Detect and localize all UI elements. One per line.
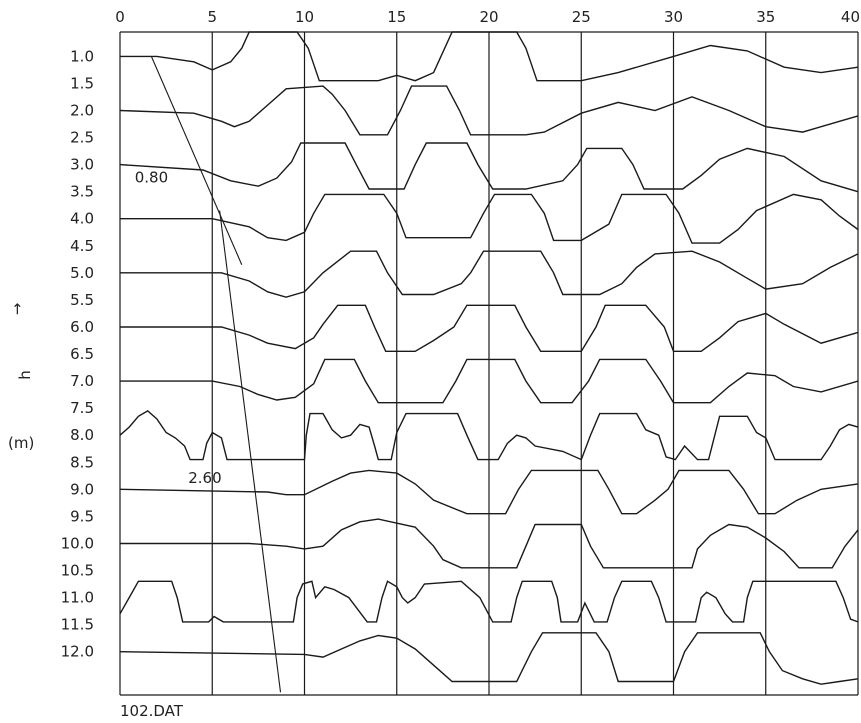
y-tick-label-1.0: 1.0	[70, 47, 94, 65]
x-tick-label-30: 30	[664, 8, 683, 26]
y-tick-label-3.5: 3.5	[70, 183, 94, 201]
footer-label: 102.DAT	[120, 702, 184, 720]
trace-4-0	[120, 193, 859, 244]
reference-line-1	[150, 56, 243, 265]
y-tick-label-3.0: 3.0	[70, 156, 94, 174]
y-tick-label-7.0: 7.0	[70, 372, 94, 390]
reference-line-2	[219, 210, 282, 693]
x-tick-label-5: 5	[207, 8, 217, 26]
y-tick-label-6.0: 6.0	[70, 318, 94, 336]
annotation-1: 0.80	[135, 169, 168, 187]
trace-1-0	[120, 31, 859, 82]
y-tick-labels: 1.0 1.5 2.0 2.5 3.0 3.5 4.0 4.5 5.0 5.5 6.0 6.5 7.0 7…	[61, 47, 94, 660]
x-tick-label-35: 35	[756, 8, 775, 26]
y-tick-label-12.0: 12.0	[61, 643, 94, 661]
y-axis-arrow-icon: →	[8, 303, 26, 316]
y-axis-unit: (m)	[8, 434, 34, 452]
grid-layer	[119, 31, 859, 696]
y-tick-label-9.5: 9.5	[70, 507, 94, 525]
x-tick-label-20: 20	[479, 8, 498, 26]
trace-12-0	[119, 632, 859, 685]
y-tick-label-6.5: 6.5	[70, 345, 94, 363]
trace-5-0	[120, 250, 859, 298]
x-tick-labels: 0 5 10 15 20 25 30 35 40	[115, 8, 860, 26]
trace-8-0	[119, 410, 859, 461]
x-tick-label-10: 10	[295, 8, 314, 26]
trace-10-0	[120, 518, 859, 569]
y-tick-label-9.0: 9.0	[70, 480, 94, 498]
y-tick-label-1.5: 1.5	[70, 74, 94, 92]
x-tick-label-15: 15	[387, 8, 406, 26]
x-tick-label-0: 0	[115, 8, 125, 26]
trace-9-0	[119, 469, 859, 515]
y-tick-label-4.0: 4.0	[70, 210, 94, 228]
trace-6-0	[120, 304, 859, 352]
trace-7-0	[120, 358, 859, 404]
y-tick-label-11.5: 11.5	[61, 616, 94, 634]
y-tick-label-2.0: 2.0	[70, 101, 94, 119]
annotation-2: 2.60	[188, 469, 221, 487]
trace-2-0	[119, 85, 859, 136]
y-tick-label-10.5: 10.5	[61, 562, 94, 580]
y-axis-symbol: → h (m)	[8, 303, 34, 452]
trace-layer	[119, 31, 859, 685]
y-tick-label-4.5: 4.5	[70, 237, 94, 255]
y-tick-label-5.0: 5.0	[70, 264, 94, 282]
y-tick-label-5.5: 5.5	[70, 291, 94, 309]
x-tick-label-40: 40	[841, 8, 860, 26]
y-axis-symbol-text: h	[16, 370, 34, 380]
x-tick-label-25: 25	[572, 8, 591, 26]
y-tick-label-10.0: 10.0	[61, 534, 94, 552]
y-tick-label-8.5: 8.5	[70, 453, 94, 471]
annotation-layer: 0.80 2.60	[135, 169, 222, 487]
y-tick-label-8.0: 8.0	[70, 426, 94, 444]
trace-11-0	[119, 580, 859, 623]
y-tick-label-7.5: 7.5	[70, 399, 94, 417]
trace-3-0	[119, 142, 859, 193]
reference-lines	[150, 56, 282, 693]
y-tick-label-11.0: 11.0	[61, 589, 94, 607]
y-tick-label-2.5: 2.5	[70, 129, 94, 147]
